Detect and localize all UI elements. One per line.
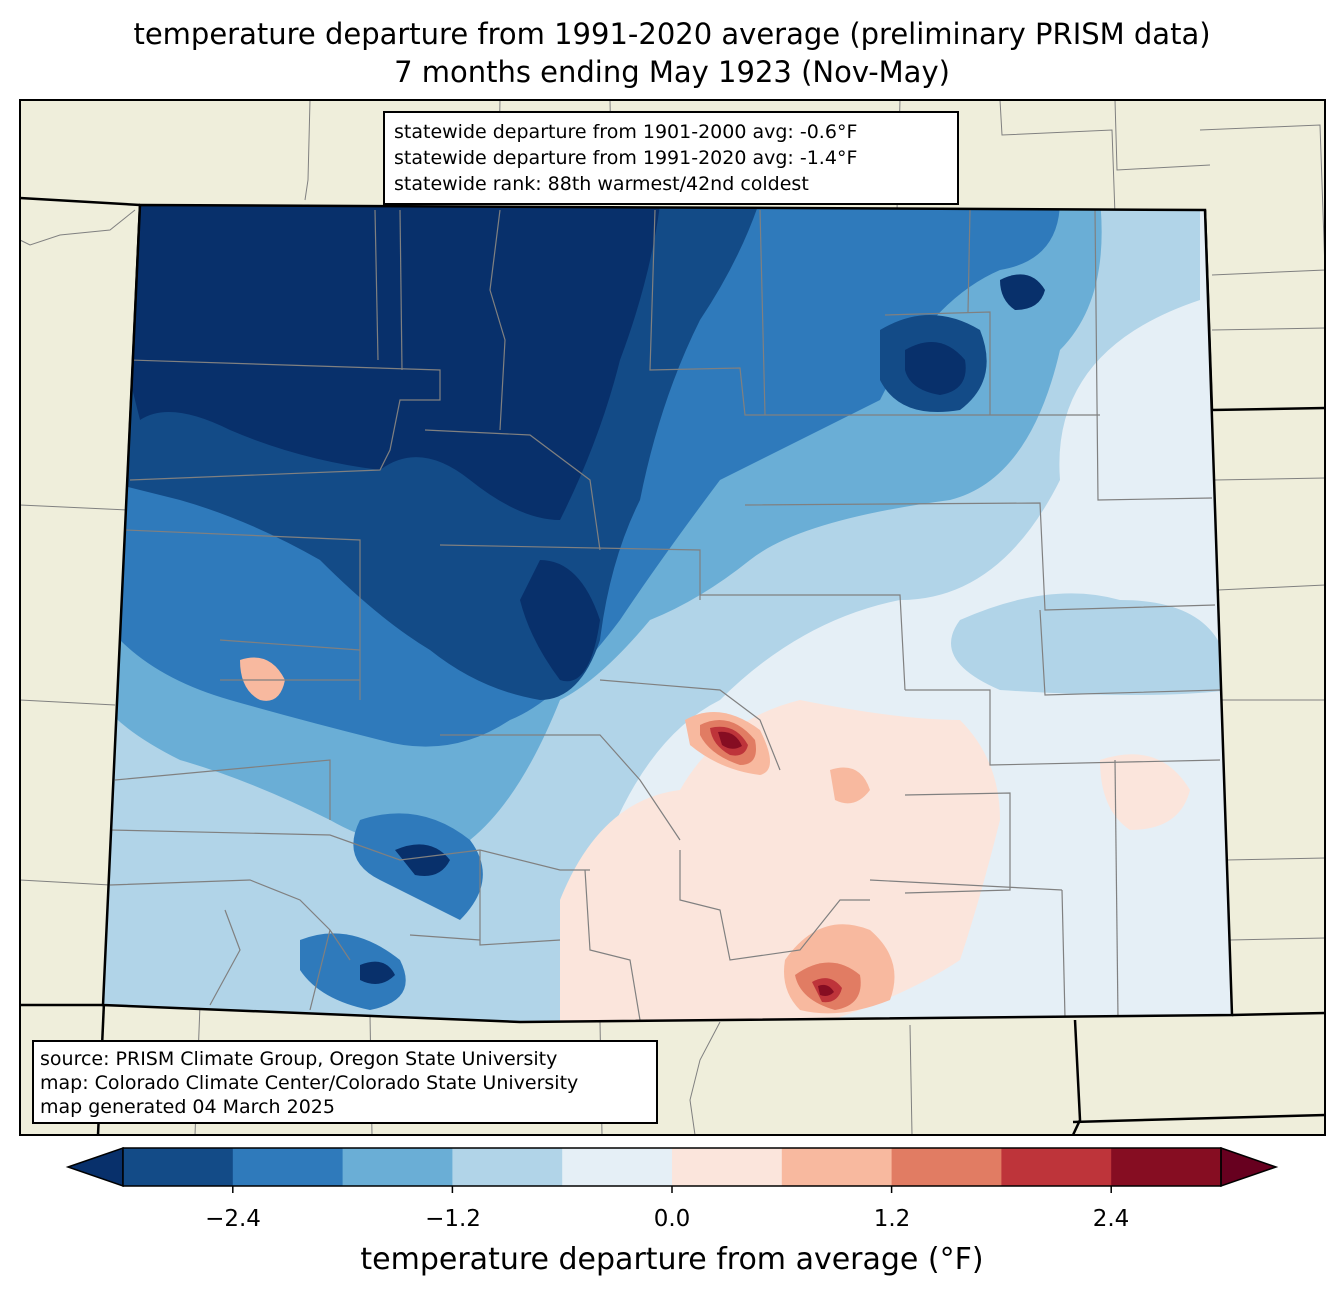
colorbar-segment bbox=[452, 1148, 563, 1186]
stats-departure-1991-2020: statewide departure from 1991-2020 avg: … bbox=[394, 147, 858, 169]
colorbar-segment bbox=[781, 1148, 893, 1186]
colorbar-tick-label-5: 2.4 bbox=[1092, 1206, 1130, 1232]
map-title-line-1: temperature departure from 1991-2020 ave… bbox=[133, 17, 1211, 51]
colorbar-ticks bbox=[232, 1186, 1112, 1193]
colorbar-tick-label-1: −2.4 bbox=[205, 1206, 261, 1232]
colorbar-segment bbox=[342, 1148, 453, 1186]
colorbar-segment bbox=[232, 1148, 344, 1186]
stats-departure-1901-2000: statewide departure from 1901-2000 avg: … bbox=[394, 121, 858, 143]
colorbar-tick-label-2: −1.2 bbox=[425, 1206, 481, 1232]
colorbar-segment bbox=[562, 1148, 673, 1186]
statewide-stats-box: statewide departure from 1901-2000 avg: … bbox=[383, 111, 959, 205]
colorbar-extend-high bbox=[1220, 1146, 1279, 1188]
stats-rank: statewide rank: 88th warmest/42nd coldes… bbox=[394, 173, 809, 195]
colorbar-segments bbox=[65, 1146, 1279, 1188]
colorbar-segment bbox=[123, 1148, 234, 1186]
colorado-border bbox=[101, 203, 1234, 1024]
colorbar-title: temperature departure from average (°F) bbox=[360, 1242, 984, 1277]
colorbar-extend-low bbox=[65, 1146, 124, 1188]
county-lines bbox=[109, 209, 1221, 1021]
map-frame-border bbox=[19, 99, 1326, 1136]
colorbar bbox=[65, 1146, 1279, 1193]
generated-date-line: map generated 04 March 2025 bbox=[40, 1096, 335, 1118]
colorbar-segment bbox=[672, 1148, 783, 1186]
colorbar-segment bbox=[1111, 1148, 1222, 1186]
map-title-line-2: 7 months ending May 1923 (Nov-May) bbox=[394, 55, 950, 89]
colorbar-segment bbox=[891, 1148, 1002, 1186]
source-line: source: PRISM Climate Group, Oregon Stat… bbox=[40, 1048, 558, 1070]
colorbar-segment bbox=[1001, 1148, 1112, 1186]
temperature-field bbox=[103, 205, 1232, 1022]
source-box: source: PRISM Climate Group, Oregon Stat… bbox=[32, 1040, 658, 1124]
colorbar-tick-label-4: 1.2 bbox=[873, 1206, 911, 1232]
map-credit-line: map: Colorado Climate Center/Colorado St… bbox=[40, 1072, 579, 1094]
colorbar-tick-label-3: 0.0 bbox=[653, 1206, 691, 1232]
